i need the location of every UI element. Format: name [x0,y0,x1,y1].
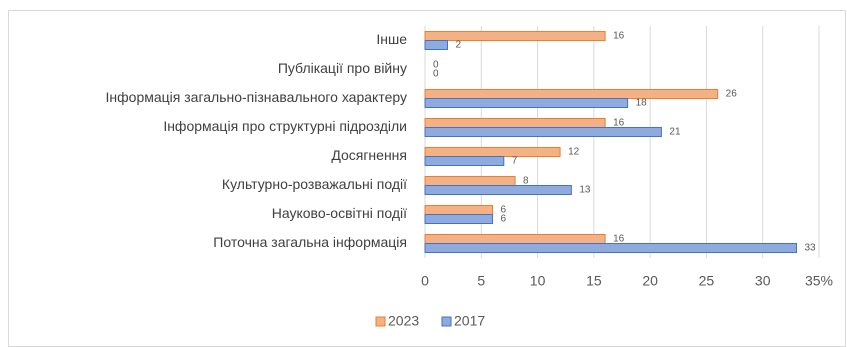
value-label: 8 [523,176,529,187]
value-label: 0 [433,60,439,71]
bar [424,243,797,253]
value-label: 21 [669,127,681,138]
legend-label: 2017 [454,313,485,329]
category-label: Інформація про структурні підрозділи [163,118,407,134]
value-label: 0 [433,69,439,80]
legend-label: 2023 [388,313,419,329]
category-label: Досягнення [331,147,407,163]
x-tick-label: 15 [586,273,602,289]
category-label: Публікації про війну [278,60,407,76]
value-label: 13 [579,185,591,196]
x-tick-label: 10 [530,273,546,289]
x-tick-label: 25 [699,273,715,289]
legend-swatch [375,316,386,327]
bar [424,89,719,99]
value-label: 16 [613,234,625,245]
bar [424,127,662,137]
category-label: Інформація загально-пізнавального характ… [106,89,407,105]
bar [424,147,561,157]
x-tick-label: 30 [755,273,771,289]
x-tick-label: 35% [805,273,833,289]
bar [424,176,516,186]
value-label: 2 [456,40,462,51]
bar [424,40,449,50]
value-label: 6 [501,214,507,225]
value-label: 12 [568,147,580,158]
category-label: Поточна загальна інформація [213,234,407,250]
value-label: 18 [636,98,648,109]
value-label: 16 [613,31,625,42]
bar [424,118,606,128]
bar [424,214,494,224]
legend-swatch [441,316,452,327]
x-tick-label: 5 [477,273,485,289]
value-label: 16 [613,118,625,129]
bar [424,156,505,166]
bar [424,234,606,244]
category-label: Культурно-розважальні події [222,176,407,192]
x-tick-label: 20 [642,273,658,289]
value-label: 7 [512,156,518,167]
category-label: Інше [376,31,407,47]
value-label: 33 [804,243,816,254]
category-label: Науково-освітні події [272,205,407,221]
bar [424,205,494,215]
bar [424,31,606,41]
value-label: 26 [726,89,738,100]
x-tick-label: 0 [421,273,429,289]
value-label: 6 [501,205,507,216]
bar [424,185,572,195]
bar [424,98,629,108]
